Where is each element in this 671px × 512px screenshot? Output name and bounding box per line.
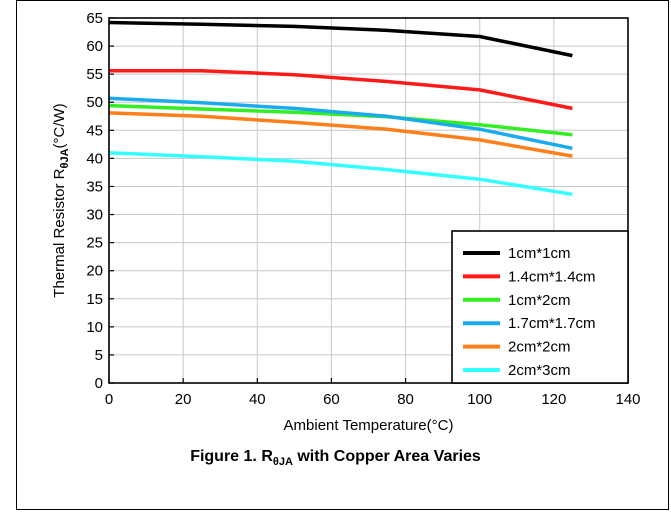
series-line (109, 69, 573, 111)
x-axis-title: Ambient Temperature(°C) (284, 417, 454, 434)
series-line (108, 103, 573, 137)
legend-label: 2cm*2cm (508, 339, 571, 356)
y-tick-label: 20 (86, 263, 103, 280)
figure-frame (16, 0, 669, 510)
legend-label: 1.7cm*1.7cm (508, 315, 596, 332)
y-tick-label: 65 (86, 10, 103, 27)
y-tick-label: 15 (86, 291, 103, 308)
series-line (108, 20, 573, 58)
caption-suffix: with Copper Area Varies (292, 448, 481, 465)
y-tick-label: 25 (86, 235, 103, 252)
x-tick-label: 120 (541, 391, 566, 408)
y-axis-title: Thermal Resistor RθJA(°C/W) (51, 103, 71, 297)
y-tick-label: 10 (86, 319, 103, 336)
figure-caption: Figure 1. RθJA with Copper Area Varies (0, 448, 671, 468)
series-lines (108, 20, 573, 197)
legend-label: 1.4cm*1.4cm (508, 268, 596, 285)
y-tick-label: 30 (86, 207, 103, 224)
y-tick-label: 40 (86, 150, 103, 167)
y-tick-label: 60 (86, 38, 103, 55)
y-tick-label: 55 (86, 66, 103, 83)
y-axis-title-unit: (°C/W) (51, 103, 68, 148)
x-tick-label: 100 (467, 391, 492, 408)
legend-label: 1cm*1cm (508, 245, 571, 262)
caption-prefix: Figure 1. R (190, 448, 273, 465)
y-axis-title-subscript: θJA (59, 148, 71, 168)
series-line (108, 96, 573, 151)
legend-label: 2cm*3cm (508, 362, 571, 379)
plot-area-border (108, 17, 629, 384)
y-tick-label: 0 (95, 375, 103, 392)
x-tick-label: 0 (105, 391, 113, 408)
x-tick-label: 80 (397, 391, 414, 408)
x-tick-label: 40 (249, 391, 266, 408)
legend: 1cm*1cm 1.4cm*1.4cm 1cm*2cm 1.7cm*1.7cm 2cm*… (451, 230, 629, 384)
axis-ticks: 0 20 40 60 80 100 120 140 0 5 10 15 20 25 30 35 40 45 50 55… (86, 10, 640, 408)
y-tick-label: 5 (95, 347, 103, 364)
line-chart: 0 20 40 60 80 100 120 140 0 5 10 15 20 25 30 35 40 45 50 55… (51, 10, 641, 434)
x-tick-label: 60 (323, 391, 340, 408)
x-tick-label: 140 (615, 391, 640, 408)
y-tick-label: 35 (86, 178, 103, 195)
series-line (108, 151, 573, 197)
legend-label: 1cm*2cm (508, 292, 571, 309)
y-tick-label: 50 (86, 94, 103, 111)
y-tick-label: 45 (86, 122, 103, 139)
legend-box (451, 230, 629, 384)
x-tick-label: 20 (175, 391, 192, 408)
series-line (108, 111, 573, 158)
y-axis-title-main: Thermal Resistor R (51, 168, 68, 297)
caption-subscript: θJA (272, 456, 293, 469)
